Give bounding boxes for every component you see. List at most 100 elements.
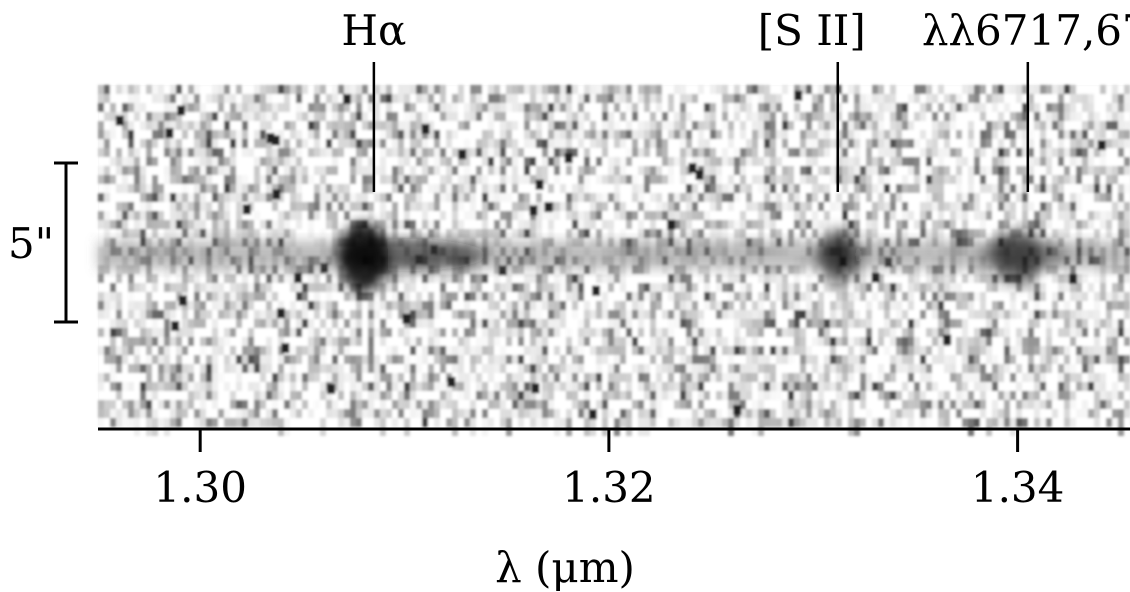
noise-pixel bbox=[350, 85, 356, 94]
noise-pixel bbox=[170, 94, 176, 103]
noise-pixel bbox=[500, 229, 506, 238]
noise-pixel bbox=[890, 274, 896, 283]
noise-pixel bbox=[440, 193, 446, 202]
noise-pixel bbox=[542, 265, 548, 274]
noise-pixel bbox=[1046, 310, 1052, 319]
noise-pixel bbox=[842, 85, 848, 94]
noise-pixel bbox=[1052, 175, 1058, 184]
noise-pixel bbox=[614, 292, 620, 301]
noise-pixel bbox=[392, 211, 398, 220]
noise-pixel bbox=[242, 274, 248, 283]
noise-pixel bbox=[776, 175, 782, 184]
noise-pixel bbox=[128, 328, 134, 337]
noise-pixel bbox=[1064, 103, 1070, 112]
noise-pixel bbox=[578, 337, 584, 346]
noise-pixel bbox=[608, 103, 614, 112]
noise-pixel bbox=[830, 148, 836, 157]
noise-pixel bbox=[494, 319, 500, 328]
noise-pixel bbox=[638, 166, 644, 175]
noise-pixel bbox=[806, 292, 812, 301]
noise-pixel bbox=[626, 184, 632, 193]
noise-pixel bbox=[1064, 301, 1070, 310]
noise-pixel bbox=[500, 220, 506, 229]
noise-pixel bbox=[1106, 265, 1112, 274]
noise-pixel bbox=[560, 139, 566, 148]
noise-pixel bbox=[452, 184, 458, 193]
noise-pixel bbox=[224, 292, 230, 301]
noise-pixel bbox=[302, 175, 308, 184]
noise-pixel bbox=[380, 292, 386, 301]
noise-pixel bbox=[356, 130, 362, 139]
noise-pixel bbox=[794, 130, 800, 139]
noise-pixel bbox=[794, 283, 800, 292]
noise-pixel bbox=[434, 274, 440, 283]
noise-pixel bbox=[584, 292, 590, 301]
noise-pixel bbox=[668, 274, 674, 283]
noise-pixel bbox=[938, 337, 944, 346]
noise-pixel bbox=[122, 283, 128, 292]
noise-pixel bbox=[1112, 157, 1118, 166]
noise-pixel bbox=[692, 292, 698, 301]
noise-pixel bbox=[206, 112, 212, 121]
noise-pixel bbox=[440, 265, 446, 274]
noise-pixel bbox=[128, 166, 134, 175]
noise-pixel bbox=[1040, 130, 1046, 139]
noise-pixel bbox=[212, 193, 218, 202]
noise-pixel bbox=[398, 139, 404, 148]
noise-pixel bbox=[1118, 283, 1124, 292]
noise-pixel bbox=[1118, 319, 1124, 328]
noise-pixel bbox=[860, 175, 866, 184]
noise-pixel bbox=[362, 121, 368, 130]
noise-pixel bbox=[980, 220, 986, 229]
noise-pixel bbox=[392, 292, 398, 301]
noise-pixel bbox=[392, 157, 398, 166]
noise-pixel bbox=[1034, 148, 1040, 157]
noise-pixel bbox=[416, 229, 422, 238]
noise-pixel bbox=[422, 85, 428, 94]
noise-pixel bbox=[620, 220, 626, 229]
noise-pixel bbox=[758, 211, 764, 220]
noise-pixel bbox=[830, 130, 836, 139]
noise-pixel bbox=[272, 337, 278, 346]
noise-pixel bbox=[212, 112, 218, 121]
noise-pixel bbox=[836, 319, 842, 328]
noise-pixel bbox=[932, 184, 938, 193]
noise-pixel bbox=[728, 112, 734, 121]
noise-pixel bbox=[476, 103, 482, 112]
noise-pixel bbox=[224, 202, 230, 211]
noise-pixel bbox=[440, 112, 446, 121]
noise-pixel bbox=[986, 328, 992, 337]
noise-pixel bbox=[524, 220, 530, 229]
noise-pixel bbox=[716, 337, 722, 346]
noise-pixel bbox=[1046, 193, 1052, 202]
noise-pixel bbox=[890, 301, 896, 310]
noise-pixel bbox=[782, 328, 788, 337]
noise-pixel bbox=[164, 193, 170, 202]
noise-pixel bbox=[440, 175, 446, 184]
noise-pixel bbox=[128, 319, 134, 328]
noise-pixel bbox=[848, 301, 854, 310]
noise-pixel bbox=[272, 112, 278, 121]
noise-pixel bbox=[992, 175, 998, 184]
noise-pixel bbox=[1064, 337, 1070, 346]
noise-pixel bbox=[998, 283, 1004, 292]
noise-pixel bbox=[674, 229, 680, 238]
noise-pixel bbox=[320, 157, 326, 166]
noise-pixel bbox=[728, 193, 734, 202]
noise-pixel bbox=[386, 229, 392, 238]
noise-pixel bbox=[176, 337, 182, 346]
noise-pixel bbox=[254, 229, 260, 238]
noise-pixel bbox=[518, 265, 524, 274]
noise-pixel bbox=[1034, 310, 1040, 319]
noise-pixel bbox=[662, 301, 668, 310]
noise-pixel bbox=[470, 211, 476, 220]
noise-pixel bbox=[704, 310, 710, 319]
noise-pixel bbox=[878, 274, 884, 283]
noise-pixel bbox=[1052, 265, 1058, 274]
noise-pixel bbox=[338, 175, 344, 184]
noise-pixel bbox=[188, 229, 194, 238]
noise-pixel bbox=[266, 202, 272, 211]
noise-pixel bbox=[662, 328, 668, 337]
noise-pixel bbox=[704, 139, 710, 148]
noise-pixel bbox=[836, 328, 842, 337]
